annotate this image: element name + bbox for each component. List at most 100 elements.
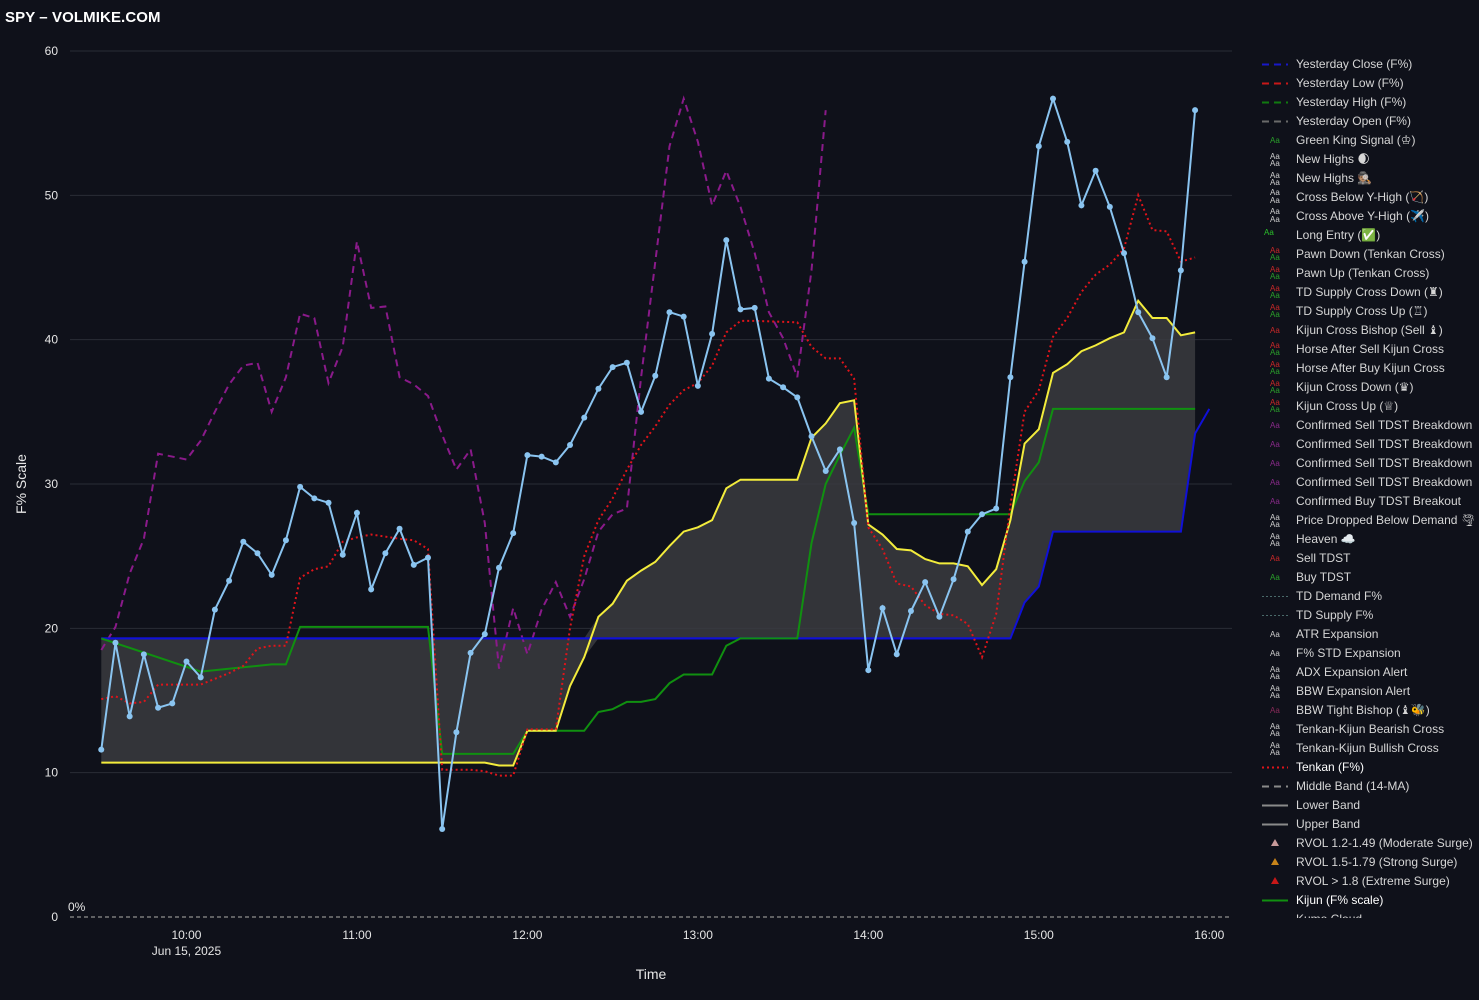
legend-symbol: Aa Aa — [1270, 341, 1280, 357]
price-point — [851, 519, 858, 526]
legend-symbol: Aa Aa — [1270, 303, 1280, 319]
legend-symbol: Aa — [1270, 478, 1280, 487]
legend-item[interactable]: Upper Band — [1258, 815, 1479, 834]
x-tick-label: 16:00 — [1194, 928, 1224, 942]
legend-label: Kijun Cross Up (♕) — [1296, 399, 1399, 413]
legend-item[interactable]: Aa Buy TDST — [1258, 568, 1479, 587]
legend-item[interactable]: Aa Aa Cross Above Y-High (✈️) — [1258, 207, 1479, 226]
price-point — [1050, 95, 1057, 102]
legend-item[interactable]: Aa Aa Kijun Cross Down (♛) — [1258, 378, 1479, 397]
legend-item[interactable]: Aa Aa New Highs 🕵🏽 — [1258, 169, 1479, 188]
legend-item[interactable]: RVOL 1.5-1.79 (Strong Surge) — [1258, 853, 1479, 872]
legend-item[interactable]: RVOL > 1.8 (Extreme Surge) — [1258, 872, 1479, 891]
legend-item[interactable]: Aa Confirmed Sell TDST Breakdown — [1258, 454, 1479, 473]
legend-item[interactable]: Aa Aa Price Dropped Below Demand 🌪 — [1258, 511, 1479, 530]
price-point — [382, 550, 389, 557]
legend-item[interactable]: Aa Aa Tenkan-Kijun Bearish Cross — [1258, 720, 1479, 739]
price-point — [1035, 143, 1042, 150]
legend-label: TD Supply Cross Down (♜) — [1296, 285, 1443, 299]
legend-item[interactable]: Aa Aa Tenkan-Kijun Bullish Cross — [1258, 739, 1479, 758]
legend-symbol: Aa — [1270, 649, 1280, 658]
zero-annotation: 0% — [68, 900, 86, 914]
legend-symbol — [1258, 74, 1292, 93]
legend-symbol: Aa Aa — [1270, 513, 1280, 529]
legend-item[interactable]: Middle Band (14-MA) — [1258, 777, 1479, 796]
legend-symbol — [1258, 910, 1292, 918]
legend-item[interactable]: Tenkan (F%) — [1258, 758, 1479, 777]
legend-item[interactable]: Aa Aa New Highs 🌒 — [1258, 150, 1479, 169]
legend[interactable]: Yesterday Close (F%) Yesterday Low (F%) Ye… — [1258, 55, 1479, 918]
legend-symbol — [1258, 872, 1292, 891]
legend-label: RVOL > 1.8 (Extreme Surge) — [1296, 874, 1450, 888]
legend-label: Confirmed Buy TDST Breakout — [1296, 494, 1461, 508]
legend-item[interactable]: Aa F% STD Expansion — [1258, 644, 1479, 663]
tenkan-line — [101, 192, 1196, 777]
legend-symbol — [1258, 587, 1292, 606]
price-point — [1135, 309, 1142, 316]
legend-item[interactable]: TD Demand F% — [1258, 587, 1479, 606]
price-point — [666, 309, 673, 316]
y-tick-label: 50 — [45, 188, 59, 202]
legend-item[interactable]: Aa Confirmed Sell TDST Breakdown — [1258, 416, 1479, 435]
legend-item[interactable]: RVOL 1.2-1.49 (Moderate Surge) — [1258, 834, 1479, 853]
legend-item[interactable]: Lower Band — [1258, 796, 1479, 815]
legend-item[interactable]: Aa Sell TDST — [1258, 549, 1479, 568]
legend-label: Green King Signal (♔) — [1296, 133, 1416, 147]
price-point — [822, 468, 829, 475]
legend-item[interactable]: Aa Long Entry (✅) — [1258, 226, 1479, 245]
legend-item[interactable]: Yesterday Open (F%) — [1258, 112, 1479, 131]
price-point — [282, 537, 289, 544]
legend-label: Kijun Cross Bishop (Sell ♝) — [1296, 323, 1443, 337]
price-point — [595, 385, 602, 392]
legend-item[interactable]: Yesterday Close (F%) — [1258, 55, 1479, 74]
y-tick-label: 10 — [45, 766, 59, 780]
price-point — [1121, 250, 1128, 257]
legend-item[interactable]: Aa BBW Tight Bishop (♝🐝) — [1258, 701, 1479, 720]
legend-symbol: Aa — [1270, 706, 1280, 715]
price-point — [481, 631, 488, 638]
legend-item[interactable]: Yesterday High (F%) — [1258, 93, 1479, 112]
price-line — [100, 95, 1197, 830]
legend-item[interactable]: Aa Aa Horse After Sell Kijun Cross — [1258, 340, 1479, 359]
legend-item[interactable]: Aa Aa Heaven ☁️ — [1258, 530, 1479, 549]
legend-item[interactable]: Aa Aa Kijun Cross Up (♕) — [1258, 397, 1479, 416]
legend-item[interactable]: Aa Aa Pawn Up (Tenkan Cross) — [1258, 264, 1479, 283]
legend-item[interactable]: Yesterday Low (F%) — [1258, 74, 1479, 93]
legend-item[interactable]: Aa Aa ADX Expansion Alert — [1258, 663, 1479, 682]
legend-item[interactable]: Aa Green King Signal (♔) — [1258, 131, 1479, 150]
legend-item[interactable]: Aa Kijun Cross Bishop (Sell ♝) — [1258, 321, 1479, 340]
legend-label: Price Dropped Below Demand 🌪 — [1296, 513, 1476, 527]
chart-title: SPY – VOLMIKE.COM — [5, 9, 161, 26]
legend-item[interactable]: Aa Confirmed Sell TDST Breakdown — [1258, 435, 1479, 454]
legend-item[interactable]: Kijun (F% scale) — [1258, 891, 1479, 910]
legend-label: Yesterday Close (F%) — [1296, 57, 1413, 71]
price-point — [893, 651, 900, 658]
price-point — [439, 825, 446, 832]
legend-item[interactable]: Aa ATR Expansion — [1258, 625, 1479, 644]
legend-item[interactable]: Aa Aa TD Supply Cross Up (♖) — [1258, 302, 1479, 321]
legend-symbol: Aa — [1270, 421, 1280, 430]
price-point — [1078, 202, 1085, 209]
legend-label: Kumo Cloud — [1296, 910, 1362, 918]
legend-label: TD Demand F% — [1296, 589, 1383, 603]
legend-item[interactable]: Kumo Cloud — [1258, 910, 1479, 918]
price-point — [922, 579, 929, 586]
legend-item[interactable]: Aa Aa Cross Below Y-High (🏹) — [1258, 188, 1479, 207]
legend-item[interactable]: Aa Aa Pawn Down (Tenkan Cross) — [1258, 245, 1479, 264]
legend-item[interactable]: Aa Aa Horse After Buy Kijun Cross — [1258, 359, 1479, 378]
legend-symbol: Aa Aa — [1270, 684, 1280, 700]
price-point — [879, 605, 886, 612]
legend-item[interactable]: Aa Aa BBW Expansion Alert — [1258, 682, 1479, 701]
price-point — [297, 483, 304, 490]
price-point — [1149, 335, 1156, 342]
legend-item[interactable]: Aa Aa TD Supply Cross Down (♜) — [1258, 283, 1479, 302]
legend-symbol: Aa — [1270, 326, 1280, 335]
legend-item[interactable]: TD Supply F% — [1258, 606, 1479, 625]
legend-item[interactable]: Aa Confirmed Sell TDST Breakdown — [1258, 473, 1479, 492]
price-point — [567, 442, 574, 449]
legend-item[interactable]: Aa Confirmed Buy TDST Breakout — [1258, 492, 1479, 511]
legend-label: Pawn Up (Tenkan Cross) — [1296, 266, 1430, 280]
cloud-fill — [101, 300, 1196, 766]
price-point — [709, 330, 716, 337]
